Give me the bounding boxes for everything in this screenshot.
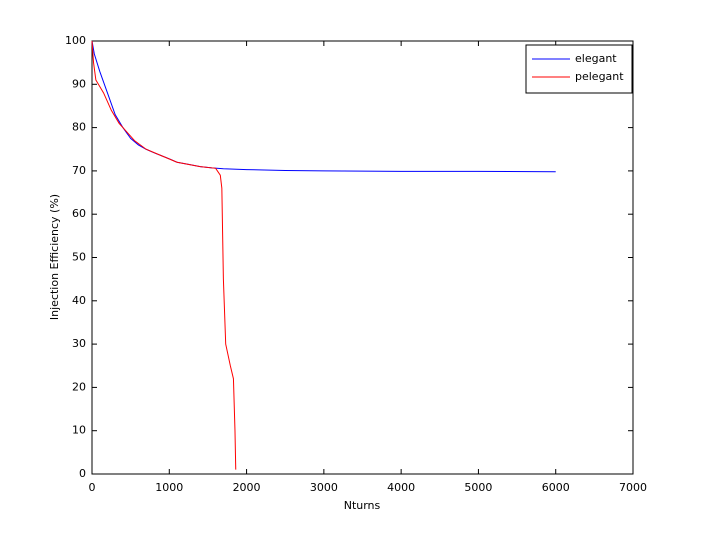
y-axis-label: Injection Efficiency (%) [48, 194, 61, 320]
x-tick-label: 6000 [542, 481, 570, 494]
x-tick-label: 5000 [464, 481, 492, 494]
y-tick-label: 60 [72, 207, 86, 220]
plot-area [91, 40, 634, 475]
y-tick-label: 100 [65, 34, 86, 47]
x-tick-label: 4000 [387, 481, 415, 494]
y-tick-label: 70 [72, 164, 86, 177]
y-tick-label: 80 [72, 121, 86, 134]
legend-box [525, 44, 633, 94]
x-axis-label: Nturns [344, 499, 381, 512]
x-tick-label: 1000 [155, 481, 183, 494]
y-tick-label: 20 [72, 380, 86, 393]
y-tick-label: 50 [72, 251, 86, 264]
y-tick-label: 40 [72, 294, 86, 307]
x-tick-label: 3000 [310, 481, 338, 494]
series-line [91, 40, 237, 470]
x-tick-label: 2000 [233, 481, 261, 494]
legend-label: pelegant [575, 70, 624, 83]
y-tick-label: 30 [72, 337, 86, 350]
y-tick-label: 90 [72, 77, 86, 90]
x-tick-label: 7000 [619, 481, 647, 494]
x-tick-label: 0 [89, 481, 96, 494]
legend-label: elegant [575, 52, 617, 65]
y-tick-label: 10 [72, 424, 86, 437]
y-tick-label: 0 [79, 467, 86, 480]
